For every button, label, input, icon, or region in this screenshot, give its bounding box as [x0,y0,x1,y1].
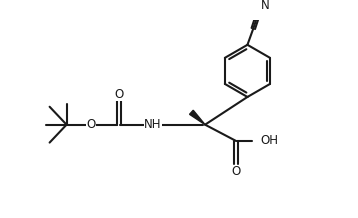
Text: N: N [261,0,270,12]
Text: O: O [231,165,241,178]
Text: NH: NH [144,118,162,131]
Text: O: O [114,88,124,100]
Polygon shape [189,110,205,125]
Text: O: O [86,118,96,131]
Text: OH: OH [261,135,279,147]
